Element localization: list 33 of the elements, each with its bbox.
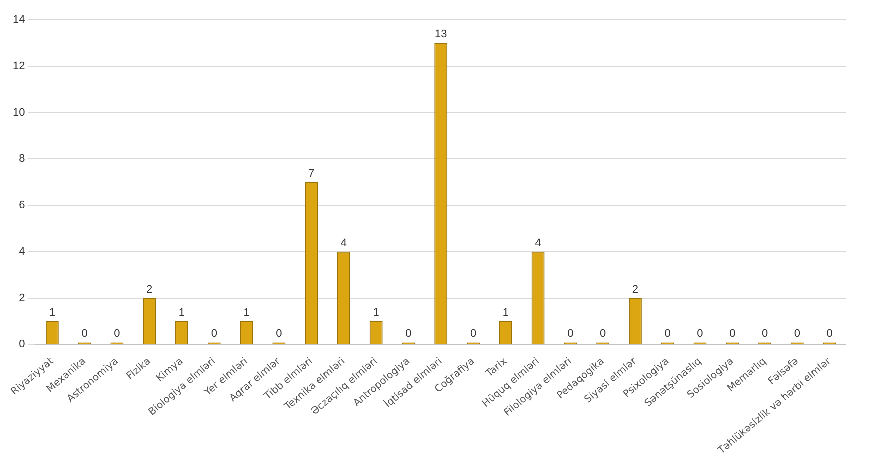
- data-label: 0: [697, 328, 704, 340]
- y-tick-label: 6: [19, 200, 26, 212]
- y-tick-label: 14: [12, 14, 26, 26]
- data-label: 0: [406, 328, 412, 340]
- data-label: 0: [211, 328, 218, 340]
- y-tick-label: 8: [19, 153, 26, 166]
- data-label: 2: [632, 284, 639, 296]
- data-label: 0: [730, 328, 736, 340]
- data-label: 4: [535, 237, 542, 250]
- y-tick-label: 10: [12, 106, 26, 119]
- data-label: 0: [276, 328, 282, 340]
- data-label: 1: [49, 307, 56, 320]
- data-label: 0: [762, 328, 768, 340]
- data-label: 0: [794, 328, 800, 340]
- y-tick-label: 0: [19, 338, 26, 351]
- data-label: 2: [146, 284, 153, 296]
- data-label: 7: [308, 168, 315, 180]
- data-label: 13: [434, 28, 448, 41]
- data-label: 4: [340, 237, 348, 250]
- data-label: 1: [373, 307, 380, 320]
- data-label: 0: [82, 328, 88, 340]
- data-label: 0: [600, 328, 606, 340]
- y-tick-label: 4: [19, 246, 26, 258]
- data-label: 1: [178, 307, 186, 320]
- y-tick-label: 12: [12, 60, 26, 72]
- data-label: 0: [826, 328, 833, 340]
- data-label: 0: [568, 328, 574, 340]
- data-label: 0: [470, 328, 477, 340]
- y-tick-label: 2: [19, 292, 26, 304]
- data-label: 1: [502, 307, 509, 320]
- data-label: 0: [114, 328, 120, 340]
- data-label: 1: [244, 307, 250, 320]
- data-label: 0: [664, 328, 671, 340]
